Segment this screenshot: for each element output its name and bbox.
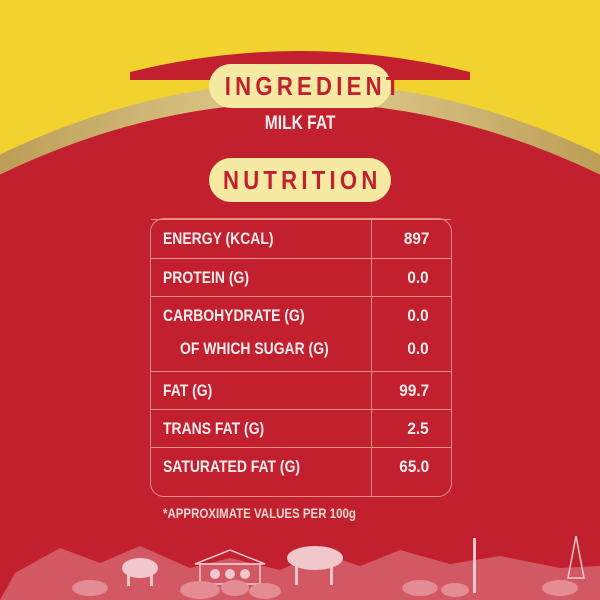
nutrition-table: ENERGY (KCAL) 897 PROTEIN (G) 0.0 CARBOH…	[150, 218, 452, 497]
nutrient-value: 99.7	[399, 381, 429, 400]
nutrient-value: 2.5	[407, 419, 429, 438]
table-row: SATURATED FAT (G) 65.0	[151, 447, 451, 485]
nutrient-value: 0.0	[407, 339, 429, 358]
nutrient-label: FAT (G)	[163, 381, 213, 400]
table-row: PROTEIN (G) 0.0	[151, 258, 451, 296]
nutrient-label: PROTEIN (G)	[163, 268, 249, 287]
table-row: CARBOHYDRATE (G) 0.0	[151, 296, 451, 334]
nutrient-label: SATURATED FAT (G)	[163, 457, 301, 476]
nutrient-value: 0.0	[407, 306, 429, 325]
village-dairy-scene-icon	[0, 535, 600, 600]
table-row: OF WHICH SUGAR (G) 0.0	[151, 330, 451, 368]
table-column-divider	[371, 219, 372, 496]
nutrition-heading: NUTRITION	[209, 158, 391, 202]
footnote: *APPROXIMATE VALUES PER 100g	[163, 505, 356, 521]
ingredient-value: MILK FAT	[264, 113, 336, 134]
nutrient-label: OF WHICH SUGAR (G)	[180, 339, 329, 358]
nutrient-value: 65.0	[399, 457, 429, 476]
nutrient-label: CARBOHYDRATE (G)	[163, 306, 305, 325]
table-row: ENERGY (KCAL) 897	[151, 219, 451, 257]
nutrient-label: TRANS FAT (G)	[163, 419, 265, 438]
table-row: TRANS FAT (G) 2.5	[151, 409, 451, 447]
nutrient-value: 0.0	[407, 268, 429, 287]
nutrient-label: ENERGY (KCAL)	[163, 229, 274, 248]
nutrient-value: 897	[403, 229, 429, 248]
ingredient-heading: INGREDIENT	[209, 64, 399, 108]
table-row: FAT (G) 99.7	[151, 371, 451, 409]
